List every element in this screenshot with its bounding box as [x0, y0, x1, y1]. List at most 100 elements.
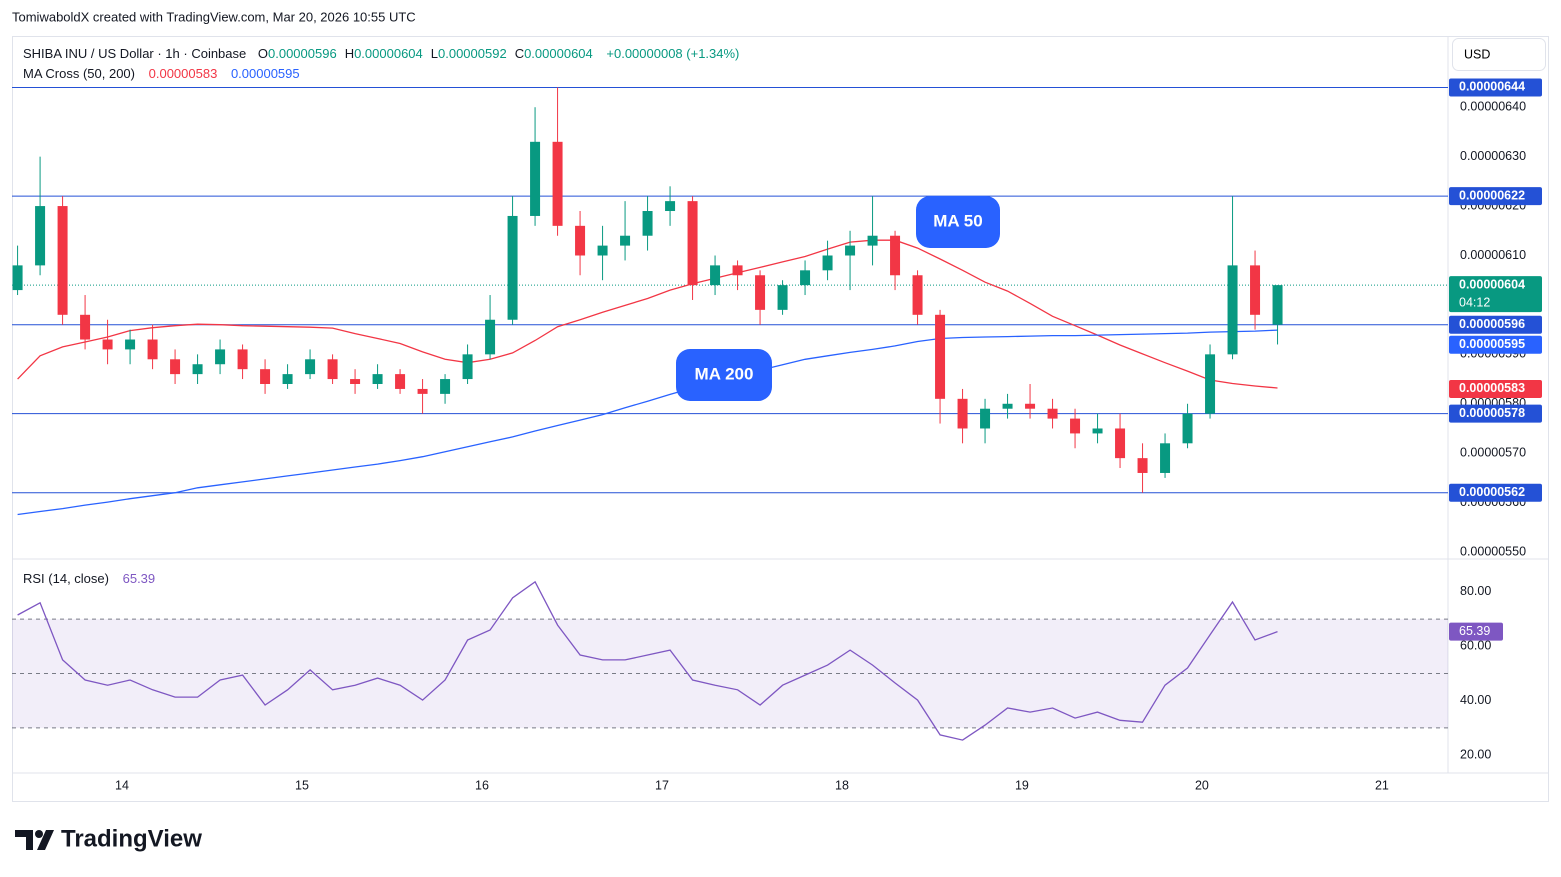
rsi-legend: RSI (14, close) 65.39 [23, 571, 157, 586]
candle-body [1002, 403, 1013, 409]
x-tick-label: 19 [1015, 778, 1029, 792]
candle-body [35, 206, 46, 266]
candle-body [395, 374, 406, 389]
price-label-box [1449, 78, 1542, 97]
x-tick-label: 20 [1195, 778, 1209, 792]
ohlc-value: 0.00000604 [524, 46, 593, 61]
ohlc-key: C [514, 46, 525, 61]
ma-line [17, 239, 1278, 389]
candle-body [597, 245, 608, 256]
candle-body [485, 319, 496, 355]
price-change: +0.00000008 (+1.34%) [606, 46, 740, 61]
ohlc-value: 0.00000604 [354, 46, 423, 61]
candle-body [260, 369, 271, 384]
candle-body [710, 265, 721, 286]
rsi-last-box [1449, 622, 1503, 641]
candle-body [282, 374, 293, 384]
candle-body [12, 265, 23, 291]
ohlc-value: 0.00000592 [438, 46, 507, 61]
brand-logo: TradingView [15, 825, 202, 852]
chart-frame [12, 36, 1549, 802]
candle-body [755, 275, 766, 310]
candle-body [642, 211, 653, 236]
candle-body [1182, 413, 1193, 444]
rsi-tick-label: 80.00 [1460, 584, 1491, 598]
candle-body [1115, 428, 1126, 459]
price-label: 0.00000595 [1459, 337, 1525, 351]
attribution: TomiwaboldX created with TradingView.com… [12, 9, 416, 24]
candle-body [192, 364, 203, 375]
candle-body [687, 201, 698, 286]
y-tick-label: 0.00000610 [1460, 248, 1526, 262]
indicator-legend: MA Cross (50, 200) 0.00000583 0.00000595 [23, 66, 302, 81]
candle-body [665, 201, 676, 212]
rsi-tick-label: 60.00 [1460, 639, 1491, 653]
x-tick-label: 18 [835, 778, 849, 792]
candle-body [1160, 443, 1171, 473]
candle-body [1137, 458, 1148, 473]
currency-label: USD [1464, 47, 1490, 61]
candle-body [1047, 408, 1058, 419]
candle-body [957, 398, 968, 429]
logo-shape [15, 830, 33, 850]
candle-body [935, 314, 946, 399]
currency-button[interactable] [1452, 38, 1546, 71]
price-label-box [1449, 483, 1542, 502]
candle-body [845, 245, 856, 256]
rsi-title: RSI (14, close) [23, 571, 109, 586]
candle-body [350, 379, 361, 384]
rsi-tick-label: 20.00 [1460, 747, 1491, 761]
logo-shape [37, 830, 54, 850]
candle-body [305, 359, 316, 375]
candle-body [372, 374, 383, 384]
candle-body [912, 275, 923, 315]
rsi-pane [12, 580, 1448, 741]
candle-body [1092, 428, 1103, 434]
price-label-box [1449, 187, 1542, 206]
candle-body [215, 349, 226, 365]
candle-body [1250, 265, 1261, 315]
price-label-box [1449, 315, 1542, 334]
candle-body [147, 339, 158, 360]
indicator-name: MA Cross (50, 200) [23, 66, 135, 81]
symbol-title: SHIBA INU / US Dollar · 1h · Coinbase [23, 46, 247, 61]
candle-body [102, 339, 113, 350]
candle-body [170, 359, 181, 375]
price-label-box [1449, 379, 1542, 398]
y-tick-label: 0.00000630 [1460, 149, 1526, 163]
candle-body [777, 285, 788, 310]
ohlc-key: H [344, 46, 355, 61]
candle-body [80, 314, 91, 340]
candle-body [1025, 403, 1036, 409]
ma-value: 0.00000595 [230, 66, 300, 81]
candle-body [327, 359, 338, 380]
candle-body [822, 255, 833, 271]
candle-body [1205, 354, 1216, 414]
rsi-value: 65.39 [122, 571, 156, 586]
brand-name: TradingView [61, 825, 202, 852]
candle-body [575, 225, 586, 256]
price-pane: MA 50 MA 200 [12, 86, 1448, 516]
candle-body [462, 354, 473, 380]
x-tick-label: 21 [1375, 778, 1389, 792]
ma-callout-label: MA 200 [695, 364, 754, 383]
rsi-band [12, 619, 1448, 728]
candle-body [1227, 265, 1238, 355]
rsi-line [17, 580, 1278, 741]
x-tick-label: 16 [475, 778, 489, 792]
y-tick-label: 0.00000550 [1460, 544, 1526, 558]
candle-body [1070, 418, 1081, 434]
price-label: 0.00000644 [1459, 80, 1525, 94]
ma-callout [676, 349, 772, 401]
candle-body [57, 206, 68, 315]
rsi-last-label: 65.39 [1459, 624, 1490, 638]
x-tick-label: 15 [295, 778, 309, 792]
candle-body [867, 235, 878, 246]
price-label-box [1449, 335, 1542, 354]
candle-body [980, 408, 991, 429]
price-label: 0.00000578 [1459, 406, 1525, 420]
rsi-tick-label: 40.00 [1460, 693, 1491, 707]
symbol-legend: SHIBA INU / US Dollar · 1h · Coinbase O0… [23, 46, 741, 61]
x-tick-label: 17 [655, 778, 669, 792]
